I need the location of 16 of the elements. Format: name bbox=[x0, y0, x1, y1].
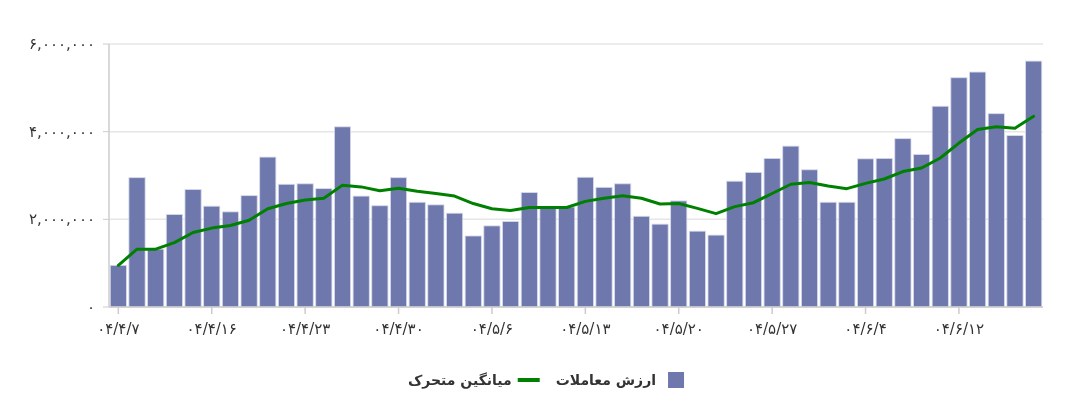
xtick: ۰۴/۴/۲۳ bbox=[279, 320, 331, 338]
xtick: ۰۴/۴/۱۶ bbox=[186, 320, 237, 338]
legend-label: میانگین متحرک bbox=[407, 372, 512, 389]
ytick: ۲,۰۰۰,۰۰۰ bbox=[29, 210, 95, 229]
xtick: ۰۴/۶/۴ bbox=[844, 320, 887, 338]
legend-label: ارزش معاملات bbox=[555, 372, 657, 388]
xtick: ۰۴/۵/۲۰ bbox=[653, 320, 704, 338]
xtick: ۰۴/۵/۶ bbox=[470, 320, 514, 338]
xtick: ۰۴/۵/۲۷ bbox=[746, 320, 798, 338]
xtick: ۰۴/۴/۷ bbox=[97, 320, 140, 338]
ytick: ۶,۰۰۰,۰۰۰ bbox=[29, 35, 95, 53]
xtick: ۰۴/۶/۱۲ bbox=[933, 320, 985, 338]
xtick: ۰۴/۵/۱۳ bbox=[560, 320, 611, 338]
xtick: ۰۴/۴/۳۰ bbox=[373, 320, 424, 338]
ytick: ۰ bbox=[86, 298, 95, 316]
ytick: ۴,۰۰۰,۰۰۰ bbox=[29, 122, 95, 141]
